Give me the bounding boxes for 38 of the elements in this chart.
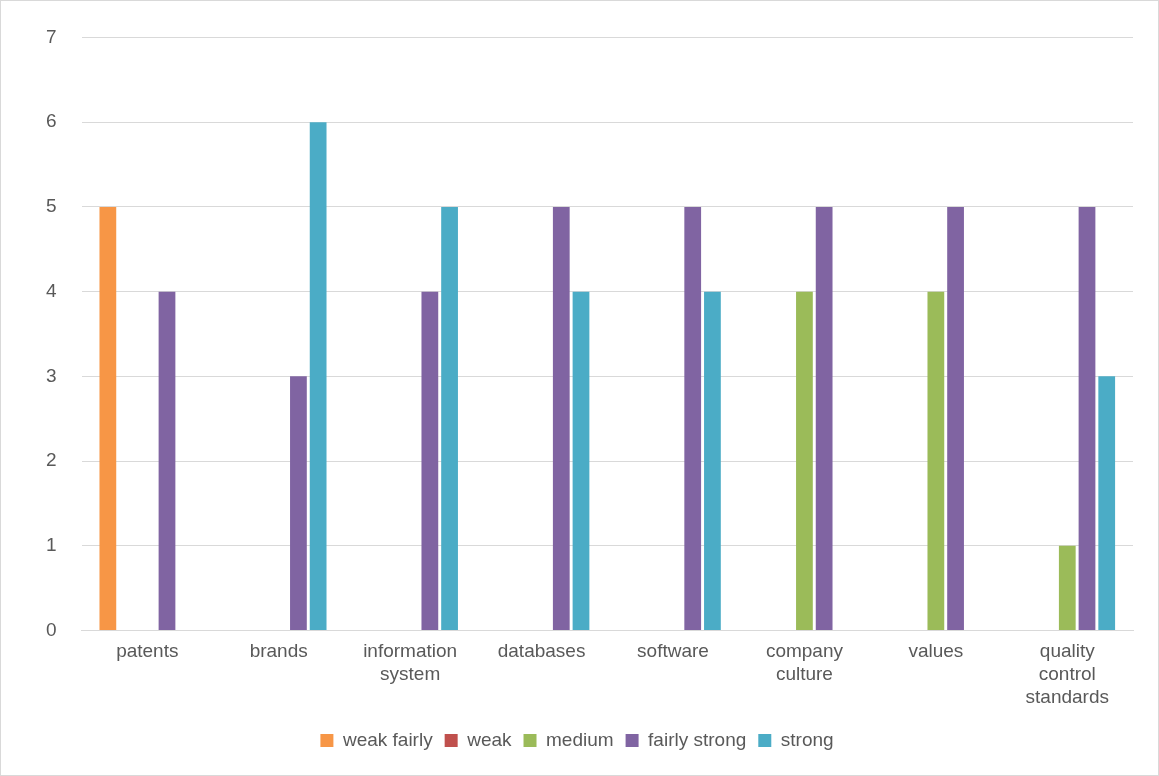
bar — [290, 376, 307, 631]
y-tick-label: 4 — [45, 279, 57, 301]
x-tick-label: quality control standards — [1025, 640, 1110, 707]
x-tick-label: databases — [497, 640, 586, 662]
legend-label: weak — [466, 728, 513, 750]
x-tick-label: brands — [249, 640, 308, 662]
y-tick-label: 2 — [45, 449, 57, 471]
bar — [572, 291, 590, 631]
legend-label: fairly strong — [648, 728, 747, 750]
bar — [684, 206, 702, 631]
x-tick-label: information system — [363, 640, 458, 685]
bar — [309, 122, 327, 631]
y-tick-label: 7 — [45, 25, 57, 47]
bar — [796, 291, 813, 631]
y-tick-label: 5 — [45, 195, 57, 217]
bar — [1078, 206, 1096, 631]
bar — [158, 291, 176, 631]
y-tick-label: 3 — [45, 364, 57, 386]
bar — [927, 291, 945, 631]
legend-label: strong — [780, 728, 834, 750]
legend-label: medium — [546, 728, 614, 750]
bar — [1098, 376, 1116, 631]
bar — [815, 206, 833, 631]
bar — [704, 291, 721, 631]
bar — [1058, 545, 1076, 631]
x-tick-label: company culture — [765, 640, 844, 685]
x-tick-label: values — [908, 640, 964, 662]
y-tick-label: 1 — [45, 534, 57, 556]
bar — [99, 206, 117, 631]
bar — [421, 291, 439, 631]
legend-label: weak fairly — [341, 728, 434, 750]
y-tick-label: 0 — [45, 618, 57, 640]
bar — [552, 206, 570, 631]
bar — [441, 206, 458, 631]
x-tick-label: software — [637, 640, 709, 662]
bar — [947, 206, 964, 631]
y-tick-label: 6 — [45, 110, 57, 132]
x-tick-label: patents — [116, 640, 179, 662]
